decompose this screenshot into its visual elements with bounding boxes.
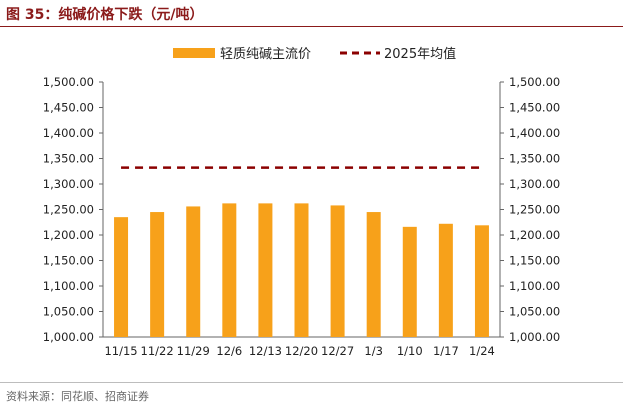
bar <box>258 203 273 337</box>
legend-label-bar: 轻质纯碱主流价 <box>220 47 311 62</box>
y-tick-label: 1,400.00 <box>43 126 94 140</box>
y-tick-label: 1,100.00 <box>43 279 94 293</box>
x-tick-label: 11/22 <box>141 344 174 358</box>
x-tick-label: 1/24 <box>469 344 495 358</box>
bar-series <box>114 203 489 337</box>
y2-tick-label: 1,100.00 <box>509 279 560 293</box>
y2-tick-label: 1,150.00 <box>509 254 560 268</box>
title-underline <box>0 26 623 27</box>
y2-tick-label: 1,000.00 <box>509 330 560 344</box>
x-tick-label: 12/20 <box>285 344 318 358</box>
y2-tick-label: 1,300.00 <box>509 177 560 191</box>
x-tick-label: 12/27 <box>321 344 354 358</box>
y2-tick-label: 1,200.00 <box>509 228 560 242</box>
y-tick-label: 1,250.00 <box>43 203 94 217</box>
x-tick-label: 11/15 <box>104 344 137 358</box>
x-tick-labels: 11/15 11/22 11/29 12/6 12/13 12/20 12/27 1/3 1/1… <box>104 344 494 358</box>
x-tick-label: 1/3 <box>364 344 383 358</box>
y-tick-label: 1,050.00 <box>43 305 94 319</box>
y2-tick-label: 1,250.00 <box>509 203 560 217</box>
legend-label-line: 2025年均值 <box>384 46 456 62</box>
y2-tick-label: 1,400.00 <box>509 126 560 140</box>
bar <box>474 225 489 337</box>
bar <box>114 217 129 337</box>
source-divider <box>0 382 623 383</box>
y2-tick-label: 1,050.00 <box>509 305 560 319</box>
x-tick-label: 1/10 <box>397 344 423 358</box>
y2-tick-label: 1,350.00 <box>509 152 560 166</box>
x-tick-label: 12/13 <box>249 344 282 358</box>
x-tick-label: 1/17 <box>433 344 459 358</box>
bar-chart: 轻质纯碱主流价 2025年均值 11/15 11/22 11/29 12/6 12/13… <box>43 46 560 358</box>
y-tick-label: 1,450.00 <box>43 101 94 115</box>
y-tick-label: 1,300.00 <box>43 177 94 191</box>
x-tick-label: 11/29 <box>177 344 210 358</box>
source-note: 资料来源：同花顺、招商证券 <box>6 390 149 403</box>
legend-swatch-bar <box>173 48 215 58</box>
y2-tick-label: 1,450.00 <box>509 101 560 115</box>
figure-title: 图 35：纯碱价格下跌（元/吨） <box>6 7 204 23</box>
bar <box>186 206 201 337</box>
y-tick-labels: 1,000.00 1,050.00 1,100.00 1,150.00 1,200.00… <box>43 75 94 344</box>
y2-tick-labels: 1,000.00 1,050.00 1,100.00 1,150.00 1,200.00… <box>509 75 560 344</box>
y-tick-label: 1,500.00 <box>43 75 94 89</box>
bar <box>294 203 309 337</box>
y2-tick-label: 1,500.00 <box>509 75 560 89</box>
bar <box>438 223 453 337</box>
bar <box>150 212 165 337</box>
x-tick-label: 12/6 <box>216 344 242 358</box>
chart-axes <box>99 81 504 338</box>
y-tick-label: 1,000.00 <box>43 330 94 344</box>
chart-legend: 轻质纯碱主流价 2025年均值 <box>173 46 456 62</box>
bar <box>366 212 381 337</box>
y-tick-label: 1,350.00 <box>43 152 94 166</box>
bar <box>330 205 345 337</box>
bar <box>402 226 417 337</box>
y-tick-label: 1,200.00 <box>43 228 94 242</box>
bar <box>222 203 237 337</box>
y-tick-label: 1,150.00 <box>43 254 94 268</box>
